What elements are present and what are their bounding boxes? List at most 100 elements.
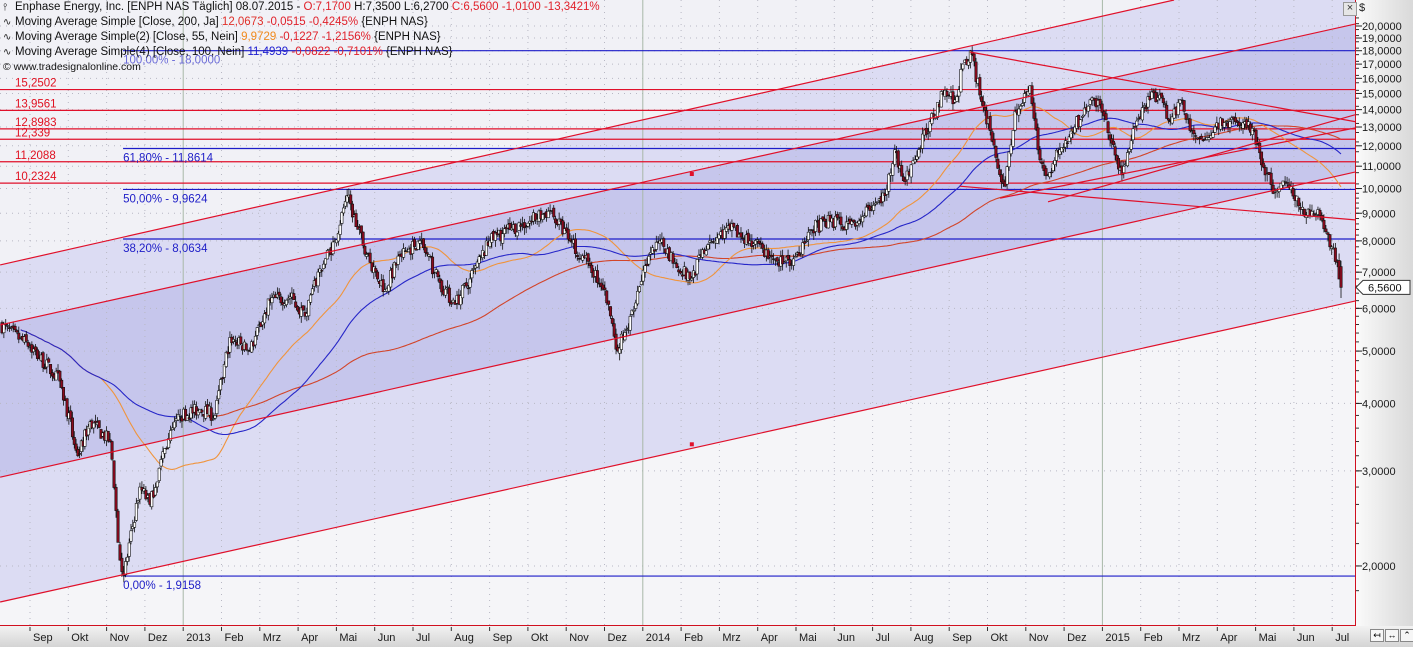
candle-up bbox=[885, 189, 889, 195]
trendline[interactable] bbox=[1000, 127, 1355, 199]
candle-down bbox=[988, 116, 992, 131]
candle-up bbox=[263, 313, 267, 324]
candle-up bbox=[266, 298, 270, 316]
channel-handle[interactable] bbox=[689, 442, 694, 447]
candle-up bbox=[418, 240, 422, 244]
candle-down bbox=[301, 305, 305, 311]
candle-up bbox=[792, 258, 796, 266]
candle-up bbox=[1283, 181, 1287, 183]
candle-down bbox=[601, 284, 605, 290]
trendline[interactable] bbox=[969, 51, 1355, 123]
trendlines[interactable] bbox=[0, 0, 1355, 603]
candle-up bbox=[250, 341, 254, 353]
close-icon[interactable]: × bbox=[1343, 2, 1357, 16]
candle-up bbox=[157, 467, 161, 481]
candle-down bbox=[1302, 208, 1306, 217]
candle-up bbox=[215, 400, 219, 415]
regression-channel-line[interactable] bbox=[0, 23, 1355, 326]
candle-up bbox=[1067, 136, 1071, 143]
candle-up bbox=[228, 337, 232, 353]
auto-scale-button[interactable]: ⌃ bbox=[1400, 629, 1413, 642]
candle-down bbox=[1326, 232, 1330, 235]
legend-ma55[interactable]: ∿ Moving Average Simple(2) [Close, 55, Ne… bbox=[3, 30, 600, 45]
channel-handle[interactable] bbox=[689, 171, 694, 176]
level-label: 11,2088 bbox=[15, 150, 56, 162]
candle-down bbox=[662, 238, 666, 247]
candle-up bbox=[630, 309, 634, 315]
candle-down bbox=[978, 77, 982, 96]
candle-up bbox=[434, 269, 438, 273]
candle-up bbox=[163, 448, 167, 454]
candle-up bbox=[45, 359, 49, 368]
candle-down bbox=[951, 91, 955, 105]
candle-up bbox=[926, 132, 930, 134]
candle-down bbox=[423, 247, 427, 253]
candle-up bbox=[336, 233, 340, 242]
candle-up bbox=[515, 231, 519, 237]
time-axis[interactable] bbox=[0, 626, 1413, 647]
level-label: 12,339 bbox=[15, 127, 50, 139]
candle-up bbox=[472, 268, 476, 270]
channel-band bbox=[0, 24, 1355, 478]
candle-up bbox=[862, 215, 866, 218]
legend-ma200[interactable]: ∿ Moving Average Simple [Close, 200, Ja] … bbox=[3, 15, 600, 30]
candle-up bbox=[872, 205, 876, 211]
regression-channel-line[interactable] bbox=[0, 300, 1355, 603]
candle-down bbox=[361, 231, 365, 246]
candle-up bbox=[1017, 108, 1021, 116]
candle-up bbox=[1051, 163, 1055, 172]
price-axis[interactable] bbox=[1356, 0, 1413, 626]
candle-down bbox=[741, 237, 745, 239]
candle-down bbox=[519, 224, 523, 227]
candle-down bbox=[524, 225, 528, 228]
candle-up bbox=[176, 414, 180, 421]
candle-down bbox=[1165, 104, 1169, 119]
candle-up bbox=[2, 323, 6, 334]
candle-up bbox=[170, 427, 174, 430]
candle-up bbox=[217, 390, 221, 400]
candle-up bbox=[1301, 206, 1305, 210]
candle-down bbox=[436, 271, 440, 278]
candle-up bbox=[470, 270, 474, 279]
regression-channel-line[interactable] bbox=[0, 0, 1175, 266]
candle-up bbox=[1082, 107, 1086, 116]
candle-up bbox=[710, 241, 714, 244]
scroll-left-button[interactable]: ↤ bbox=[1370, 629, 1384, 642]
candle-down bbox=[839, 216, 843, 226]
legend-ma100[interactable]: ∿ Moving Average Simple(4) [Close, 100, N… bbox=[3, 45, 600, 60]
candle-down bbox=[980, 96, 984, 102]
candle-down bbox=[61, 387, 65, 401]
candle-down bbox=[972, 53, 976, 62]
candle-down bbox=[69, 410, 73, 420]
copyright-link[interactable]: © www.tradesignalonline.com bbox=[3, 61, 141, 73]
candle-down bbox=[381, 279, 385, 292]
candle-up bbox=[1135, 120, 1139, 127]
candle-down bbox=[612, 323, 616, 337]
candle-down bbox=[233, 340, 237, 342]
fit-width-button[interactable]: ↔ bbox=[1385, 629, 1399, 642]
candle-up bbox=[1009, 144, 1013, 155]
candle-down bbox=[187, 417, 191, 420]
fibonacci-label: 50,00% - 9,9624 bbox=[123, 193, 208, 205]
candle-down bbox=[680, 274, 684, 277]
candle-up bbox=[340, 212, 344, 224]
candle-up bbox=[909, 164, 913, 178]
candle-down bbox=[786, 255, 790, 260]
candle-up bbox=[715, 237, 719, 244]
candle-down bbox=[652, 249, 656, 252]
candle-down bbox=[1333, 247, 1337, 262]
candle-down bbox=[72, 437, 76, 445]
candle-up bbox=[316, 271, 320, 287]
candle-up bbox=[6, 325, 10, 327]
legend-symbol-line[interactable]: ⫯ Enphase Energy, Inc. [ENPH NAS Täglich]… bbox=[3, 0, 600, 15]
candle-up bbox=[219, 379, 223, 391]
candle-down bbox=[561, 220, 565, 235]
candle-down bbox=[70, 417, 74, 438]
candle-down bbox=[58, 370, 62, 382]
regression-channel-line[interactable] bbox=[0, 171, 1355, 478]
candle-down bbox=[30, 344, 34, 353]
trendline[interactable] bbox=[959, 185, 1355, 221]
candle-down bbox=[349, 194, 353, 205]
candle-down bbox=[114, 486, 118, 511]
